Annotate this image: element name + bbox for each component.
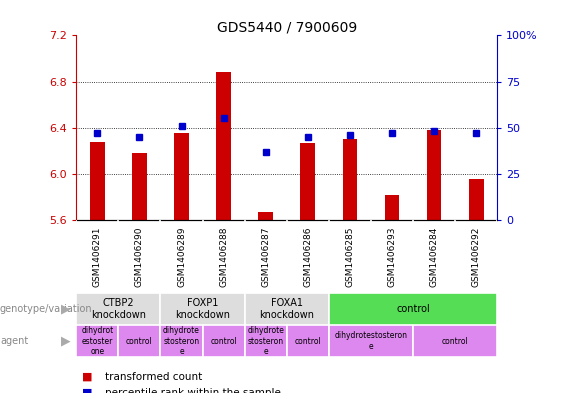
Bar [301,143,315,220]
Text: ■: ■ [82,372,93,382]
Text: FOXA1
knockdown: FOXA1 knockdown [259,298,314,320]
Bar [245,325,287,357]
Bar [342,139,357,220]
Text: control: control [210,337,237,345]
Text: control: control [294,337,321,345]
Bar [385,195,399,220]
Text: GSM1406285: GSM1406285 [345,226,354,286]
Text: control: control [126,337,153,345]
Text: dihydrote
stosteron
e: dihydrote stosteron e [247,326,284,356]
Text: GSM1406286: GSM1406286 [303,226,312,286]
Bar [427,130,441,220]
Text: control: control [396,304,430,314]
Text: ▶: ▶ [61,334,71,348]
Text: GSM1406291: GSM1406291 [93,226,102,286]
Text: dihydrot
estoster
one: dihydrot estoster one [81,326,114,356]
Bar [160,325,202,357]
Text: agent: agent [0,336,28,346]
Text: GSM1406288: GSM1406288 [219,226,228,286]
Text: GSM1406287: GSM1406287 [261,226,270,286]
Bar [329,293,497,325]
Title: GDS5440 / 7900609: GDS5440 / 7900609 [216,20,357,34]
Text: ■: ■ [82,387,93,393]
Bar [119,325,160,357]
Bar [76,325,119,357]
Bar [160,293,245,325]
Bar [174,134,189,220]
Bar [132,153,147,220]
Bar [202,325,245,357]
Text: transformed count: transformed count [105,372,202,382]
Bar [216,72,231,220]
Bar [287,325,329,357]
Bar [258,212,273,220]
Text: FOXP1
knockdown: FOXP1 knockdown [175,298,230,320]
Text: percentile rank within the sample: percentile rank within the sample [105,387,280,393]
Bar [329,325,413,357]
Text: ▶: ▶ [61,302,71,316]
Text: GSM1406292: GSM1406292 [472,226,481,286]
Bar [413,325,497,357]
Bar [245,293,329,325]
Text: CTBP2
knockdown: CTBP2 knockdown [91,298,146,320]
Text: dihydrotestosteron
e: dihydrotestosteron e [334,331,407,351]
Text: control: control [442,337,468,345]
Bar [469,178,484,220]
Text: GSM1406284: GSM1406284 [429,226,438,286]
Text: GSM1406293: GSM1406293 [388,226,397,286]
Text: GSM1406289: GSM1406289 [177,226,186,286]
Text: genotype/variation: genotype/variation [0,304,93,314]
Bar [76,293,160,325]
Text: dihydrote
stosteron
e: dihydrote stosteron e [163,326,200,356]
Text: GSM1406290: GSM1406290 [135,226,144,286]
Bar [90,141,105,220]
